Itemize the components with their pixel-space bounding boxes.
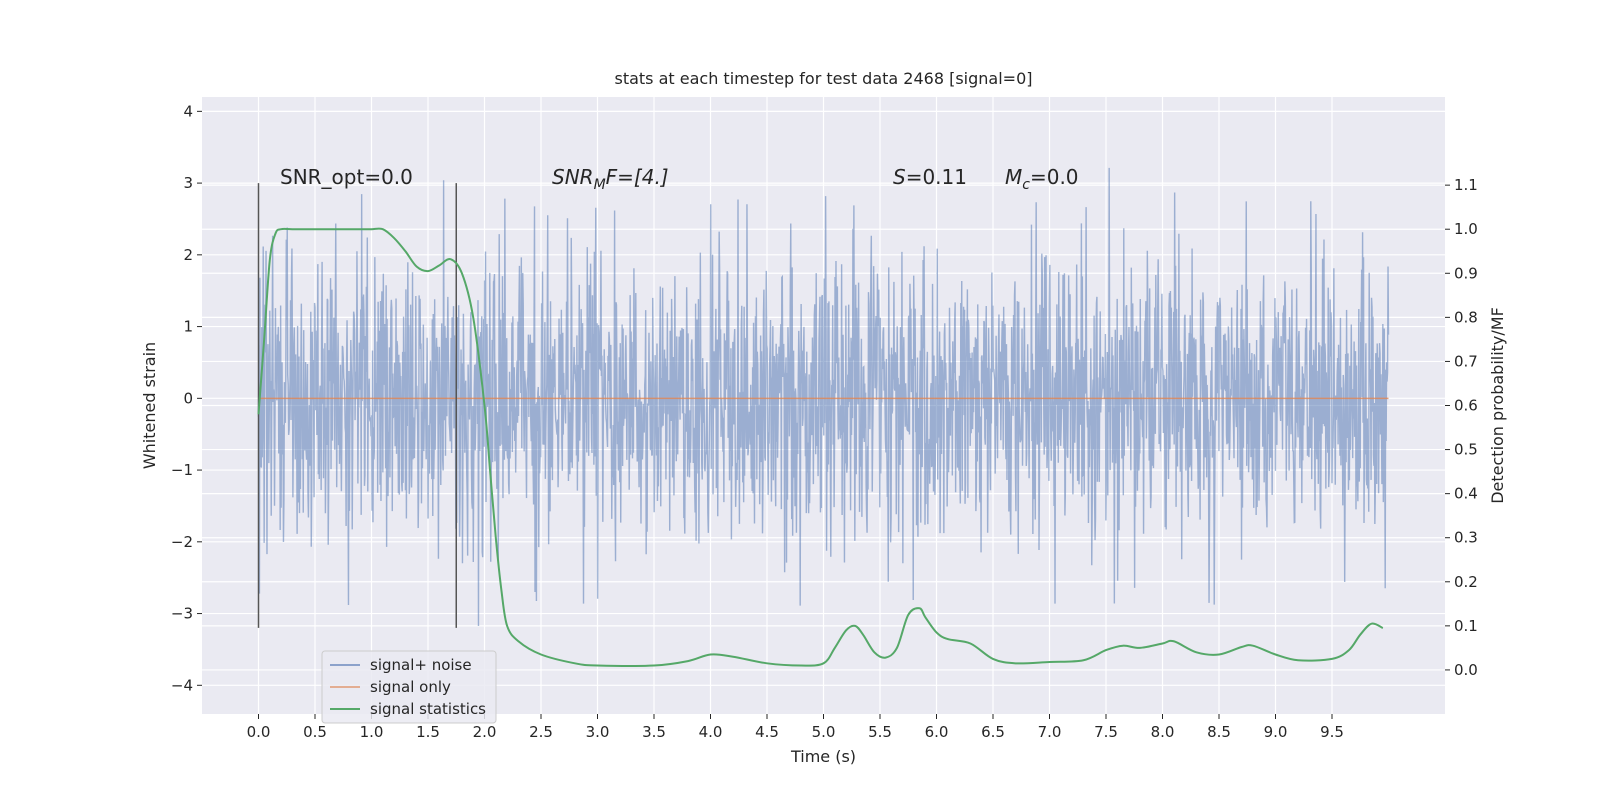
y-tick-label: −1: [171, 461, 193, 479]
y-axis-ticks: −4 −3 −2 −1 0 1 2 3 4: [171, 102, 202, 694]
annotation-mc-value: =0.0: [1030, 165, 1079, 189]
chart-title: stats at each timestep for test data 246…: [614, 69, 1032, 88]
x-tick-label: 1.0: [360, 723, 384, 741]
x-tick-label: 2.5: [529, 723, 553, 741]
x-tick-label: 0.5: [303, 723, 327, 741]
annotation-s: S=0.11: [893, 165, 967, 189]
statistics-line: [257, 227, 1384, 667]
y2-tick-label: 0.3: [1454, 529, 1478, 547]
x-tick-label: 5.5: [868, 723, 892, 741]
y-tick-label: 0: [183, 389, 193, 407]
x-tick-label: 8.0: [1151, 723, 1175, 741]
x-axis-ticks: 0.0 0.5 1.0 1.5 2.0 2.5 3.0 3.5 4.0 4.5 5.0 5.5 6.0 6…: [247, 714, 1344, 741]
annotation-mc: Mc=0.0: [1005, 165, 1079, 193]
x-tick-label: 2.0: [473, 723, 497, 741]
annotations: SNR_opt=0.0 SNRMF=[4.] S=0.11 Mc=0.0: [280, 165, 1079, 193]
x-tick-label: 3.0: [586, 723, 610, 741]
y2-tick-label: 0.2: [1454, 573, 1478, 591]
series-signal-statistics: [257, 227, 1384, 667]
legend-box: [321, 650, 497, 724]
x-tick-label: 4.0: [699, 723, 723, 741]
x-tick-label: 6.5: [981, 723, 1005, 741]
x-tick-label: 7.5: [1094, 723, 1118, 741]
y2-tick-label: 0.1: [1454, 617, 1478, 635]
y2-axis-ticks: 0.0 0.1 0.2 0.3 0.4 0.5 0.6 0.7 0.8 0.9 1.0 1.1: [1445, 176, 1478, 679]
x-tick-label: 6.0: [925, 723, 949, 741]
noise-line: [257, 167, 1390, 626]
legend-entry-signal-statistics: signal statistics: [370, 700, 486, 718]
x-tick-label: 8.5: [1207, 723, 1231, 741]
y2-axis-label: Detection probability/MF: [1488, 307, 1507, 504]
y-tick-label: 1: [183, 318, 193, 336]
y-tick-label: 4: [183, 102, 193, 120]
x-tick-label: 7.0: [1038, 723, 1062, 741]
y2-tick-label: 1.0: [1454, 220, 1478, 238]
y-tick-label: 2: [183, 246, 193, 264]
annotation-mc-label: M: [1005, 165, 1022, 189]
legend-entry-signal-noise: signal+ noise: [370, 656, 472, 674]
y2-tick-label: 0.5: [1454, 441, 1478, 459]
y-tick-label: −4: [171, 676, 193, 694]
y-tick-label: 3: [183, 174, 193, 192]
x-tick-label: 1.5: [416, 723, 440, 741]
legend: signal+ noise signal only signal statist…: [321, 650, 497, 724]
x-tick-label: 9.0: [1264, 723, 1288, 741]
y-tick-label: −2: [171, 533, 193, 551]
y-axis-label: Whitened strain: [140, 342, 159, 469]
x-tick-label: 5.0: [812, 723, 836, 741]
annotation-snr-mf-sub: M: [594, 177, 606, 193]
annotation-s-value: =0.11: [906, 165, 967, 189]
y2-tick-label: 0.4: [1454, 485, 1478, 503]
y2-tick-label: 1.1: [1454, 176, 1478, 194]
x-tick-label: 9.5: [1320, 723, 1344, 741]
annotation-mc-sub: c: [1022, 177, 1030, 193]
annotation-snr-mf: SNRMF=[4.]: [552, 165, 669, 193]
x-tick-label: 3.5: [642, 723, 666, 741]
y2-tick-label: 0.0: [1454, 661, 1478, 679]
x-tick-label: 0.0: [247, 723, 271, 741]
legend-entry-signal-only: signal only: [370, 678, 451, 696]
annotation-snr-mf-main: SNR: [552, 165, 594, 189]
x-axis-label: Time (s): [790, 747, 856, 766]
y2-tick-label: 0.8: [1454, 308, 1478, 326]
series-signal-noise: [257, 167, 1390, 626]
y-tick-label: −3: [171, 605, 193, 623]
y2-tick-label: 0.6: [1454, 397, 1478, 415]
annotation-s-label: S: [893, 165, 906, 189]
x-tick-label: 4.5: [755, 723, 779, 741]
y2-tick-label: 0.9: [1454, 264, 1478, 282]
y2-tick-label: 0.7: [1454, 352, 1478, 370]
annotation-snr-mf-rest: F=[4.]: [606, 165, 669, 189]
annotation-snr-opt: SNR_opt=0.0: [280, 165, 413, 189]
